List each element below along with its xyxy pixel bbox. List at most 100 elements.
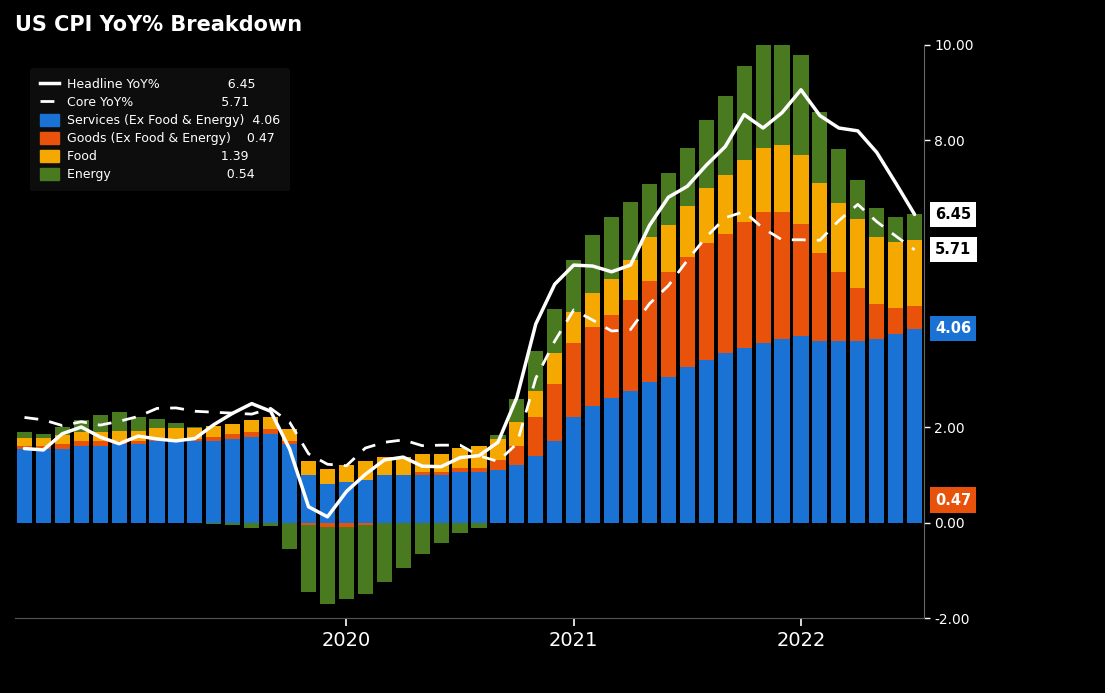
- Bar: [831, 149, 846, 202]
- Bar: [698, 360, 714, 523]
- Bar: [207, 437, 221, 441]
- Bar: [244, 523, 260, 528]
- Bar: [282, 444, 297, 523]
- Bar: [642, 382, 657, 523]
- Bar: [717, 234, 733, 353]
- Bar: [775, 339, 790, 523]
- Bar: [225, 423, 241, 435]
- Bar: [547, 384, 562, 441]
- Bar: [244, 432, 260, 437]
- Bar: [775, 212, 790, 339]
- Bar: [870, 339, 884, 523]
- Bar: [604, 217, 619, 279]
- Bar: [793, 155, 809, 224]
- Bar: [55, 448, 70, 523]
- Bar: [130, 441, 146, 444]
- Bar: [433, 454, 449, 473]
- Bar: [358, 525, 373, 594]
- Bar: [566, 260, 581, 313]
- Bar: [320, 484, 335, 523]
- Bar: [149, 428, 165, 439]
- Bar: [528, 456, 544, 523]
- Bar: [850, 219, 865, 288]
- Bar: [35, 448, 51, 523]
- Bar: [93, 446, 108, 523]
- Bar: [907, 306, 923, 328]
- Bar: [130, 416, 146, 431]
- Bar: [528, 417, 544, 456]
- Bar: [661, 225, 676, 272]
- Bar: [850, 288, 865, 341]
- Bar: [301, 523, 316, 525]
- Bar: [642, 281, 657, 382]
- Bar: [888, 308, 903, 334]
- Bar: [225, 523, 241, 525]
- Bar: [907, 328, 923, 523]
- Bar: [585, 326, 600, 405]
- Bar: [509, 446, 525, 465]
- Bar: [698, 121, 714, 188]
- Bar: [585, 235, 600, 293]
- Bar: [452, 473, 467, 523]
- Bar: [509, 465, 525, 523]
- Bar: [188, 441, 202, 523]
- Bar: [207, 426, 221, 437]
- Bar: [661, 377, 676, 523]
- Bar: [320, 527, 335, 604]
- Bar: [396, 475, 411, 523]
- Bar: [396, 457, 411, 475]
- Bar: [491, 435, 505, 439]
- Bar: [831, 341, 846, 523]
- Bar: [301, 462, 316, 475]
- Bar: [339, 527, 354, 599]
- Bar: [566, 313, 581, 344]
- Bar: [414, 454, 430, 473]
- Text: US CPI YoY% Breakdown: US CPI YoY% Breakdown: [15, 15, 302, 35]
- Bar: [491, 439, 505, 460]
- Bar: [168, 439, 183, 441]
- Bar: [737, 161, 751, 222]
- Bar: [55, 435, 70, 444]
- Bar: [888, 217, 903, 242]
- Bar: [472, 446, 486, 468]
- Bar: [188, 439, 202, 441]
- Bar: [452, 468, 467, 473]
- Bar: [756, 148, 770, 212]
- Bar: [320, 469, 335, 484]
- Bar: [623, 202, 638, 260]
- Bar: [339, 465, 354, 482]
- Bar: [472, 473, 486, 523]
- Bar: [547, 441, 562, 523]
- Bar: [472, 468, 486, 473]
- Bar: [188, 427, 202, 428]
- Bar: [263, 417, 278, 430]
- Bar: [604, 279, 619, 315]
- Bar: [812, 341, 828, 523]
- Bar: [433, 473, 449, 475]
- Bar: [812, 184, 828, 253]
- Bar: [623, 301, 638, 391]
- Bar: [112, 441, 127, 444]
- Bar: [17, 432, 32, 437]
- Bar: [870, 238, 884, 304]
- Text: 0.47: 0.47: [935, 493, 971, 507]
- Bar: [149, 441, 165, 523]
- Bar: [775, 41, 790, 146]
- Bar: [225, 439, 241, 523]
- Text: 5.71: 5.71: [935, 243, 971, 257]
- Bar: [850, 341, 865, 523]
- Bar: [207, 441, 221, 523]
- Bar: [907, 214, 923, 240]
- Bar: [168, 423, 183, 428]
- Bar: [585, 293, 600, 326]
- Bar: [717, 175, 733, 234]
- Bar: [74, 441, 88, 446]
- Bar: [680, 206, 695, 257]
- Bar: [112, 444, 127, 523]
- Bar: [396, 523, 411, 568]
- Bar: [112, 412, 127, 431]
- Bar: [585, 405, 600, 523]
- Bar: [358, 480, 373, 523]
- Bar: [870, 208, 884, 238]
- Bar: [93, 441, 108, 446]
